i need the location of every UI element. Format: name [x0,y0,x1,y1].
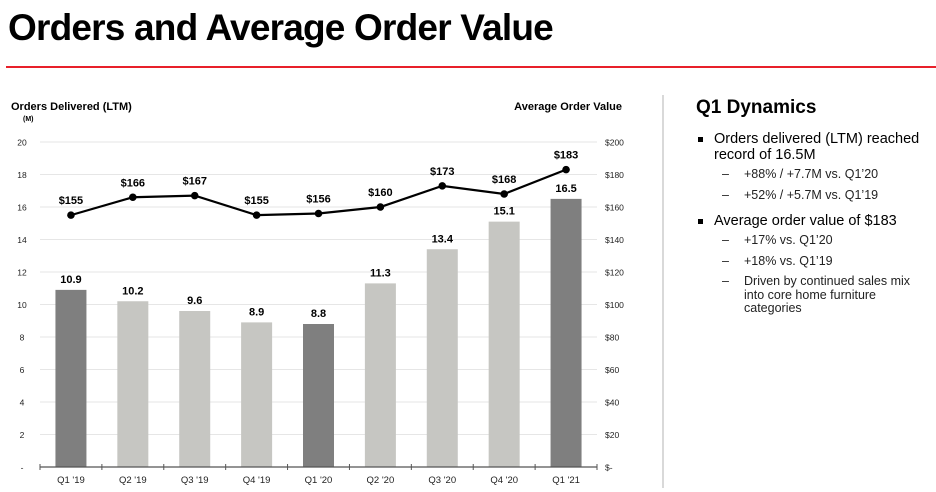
aov-value-label: $168 [492,174,516,186]
right-tick-label: $- [605,463,613,473]
right-tick-label: $180 [605,170,624,180]
bar-value-label: 11.3 [370,267,391,279]
bar-value-label: 8.9 [249,306,264,318]
aov-point [67,211,75,219]
bullet-orders: Orders delivered (LTM) reached record of… [696,131,936,163]
left-tick-label: 20 [17,138,27,148]
sub-bullet: – +52% / +5.7M vs. Q1’19 [714,187,936,203]
aov-value-label: $183 [554,150,578,162]
aov-point [129,193,137,202]
sub-bullet: – Driven by continued sales mix into core… [714,274,914,316]
sub-bullet-text: +18% vs. Q1’19 [744,253,833,268]
aov-point [314,209,323,218]
dash-glyph: – [722,253,729,268]
left-tick-label: - [21,463,24,473]
x-tick-label: Q1 '19 [57,475,85,486]
x-tick-label: Q4 '20 [490,475,518,486]
dash-glyph: – [722,274,729,288]
x-tick-label: Q2 '20 [367,475,395,486]
bar-value-label: 16.5 [555,183,576,195]
left-tick-label: 16 [17,203,27,213]
bar [179,311,211,467]
bullet-aov: Average order value of $183 [696,213,936,229]
bar [426,249,458,467]
dash-glyph: – [722,187,729,202]
dynamics-group-orders: Orders delivered (LTM) reached record of… [696,131,936,202]
section-divider [662,95,664,488]
dash-glyph: – [722,167,729,181]
aov-value-label: $155 [59,195,83,207]
dash-glyph: – [722,233,729,247]
x-tick-label: Q2 '19 [119,475,147,486]
bar-value-label: 13.4 [432,233,454,245]
right-tick-label: $160 [605,203,624,213]
q1-dynamics-heading: Q1 Dynamics [696,97,817,118]
right-tick-label: $140 [605,235,624,245]
right-tick-label: $100 [605,300,624,310]
bar [303,324,334,467]
aov-value-label: $155 [244,195,268,207]
right-tick-label: $20 [605,430,619,440]
right-tick-label: $40 [605,398,619,408]
aov-value-label: $156 [306,194,330,206]
aov-point [500,190,508,198]
aov-point [190,191,199,200]
aov-value-label: $173 [430,166,454,178]
bar [364,283,396,467]
dynamics-group-aov: Average order value of $183 – +17% vs. Q1… [696,213,936,316]
left-tick-label: 14 [17,235,27,245]
sub-bullet-text: +52% / +5.7M vs. Q1’19 [744,187,879,202]
left-tick-label: 18 [17,170,27,180]
left-tick-label: 12 [17,268,27,278]
bar [55,289,87,467]
x-tick-label: Q1 '20 [305,475,333,486]
sub-bullet: – +88% / +7.7M vs. Q1’20 [714,167,936,182]
x-tick-label: Q3 '19 [181,475,209,486]
x-tick-label: Q1 '21 [552,475,580,486]
aov-value-label: $166 [121,177,145,189]
left-tick-label: 8 [20,333,25,343]
right-axis-title: Average Order Value [514,101,622,113]
bar [488,221,520,467]
sub-bullet: – +18% vs. Q1’19 [714,253,936,269]
left-axis-title: Orders Delivered (LTM) [11,101,132,113]
right-tick-label: $80 [605,333,619,343]
aov-point [252,211,261,219]
bar-value-label: 10.9 [60,274,81,286]
bar [241,322,273,467]
aov-point [562,165,570,174]
left-tick-label: 6 [20,365,25,375]
bar-value-label: 8.8 [311,308,326,320]
aov-value-label: $167 [182,176,206,188]
left-tick-label: 4 [20,398,25,408]
left-axis-unit: (M) [23,116,34,123]
sub-bullet-text: +88% / +7.7M vs. Q1’20 [744,167,879,181]
aov-point [438,182,447,190]
right-tick-label: $200 [605,138,624,148]
bar-value-label: 9.6 [187,295,202,307]
aov-point [376,203,385,211]
left-tick-label: 10 [17,300,27,310]
bar [550,198,582,467]
right-tick-label: $120 [605,268,624,278]
bar-value-label: 15.1 [493,206,514,218]
q1-dynamics-panel: Q1 Dynamics Orders delivered (LTM) reach… [696,97,936,327]
sub-bullet-text: +17% vs. Q1’20 [744,233,833,247]
sub-bullet: – +17% vs. Q1’20 [714,233,936,248]
x-tick-label: Q4 '19 [243,475,271,486]
page-title: Orders and Average Order Value [8,7,554,48]
bar [117,301,149,467]
title-underline [6,66,936,68]
right-tick-label: $60 [605,365,619,375]
bar-value-label: 10.2 [122,285,143,297]
x-tick-label: Q3 '20 [428,475,456,486]
orders-aov-chart: Orders Delivered (LTM) (M) Average Order… [11,101,624,486]
sub-bullet-text: Driven by continued sales mix into core … [744,274,911,315]
left-tick-label: 2 [20,430,25,440]
aov-value-label: $160 [368,187,392,199]
